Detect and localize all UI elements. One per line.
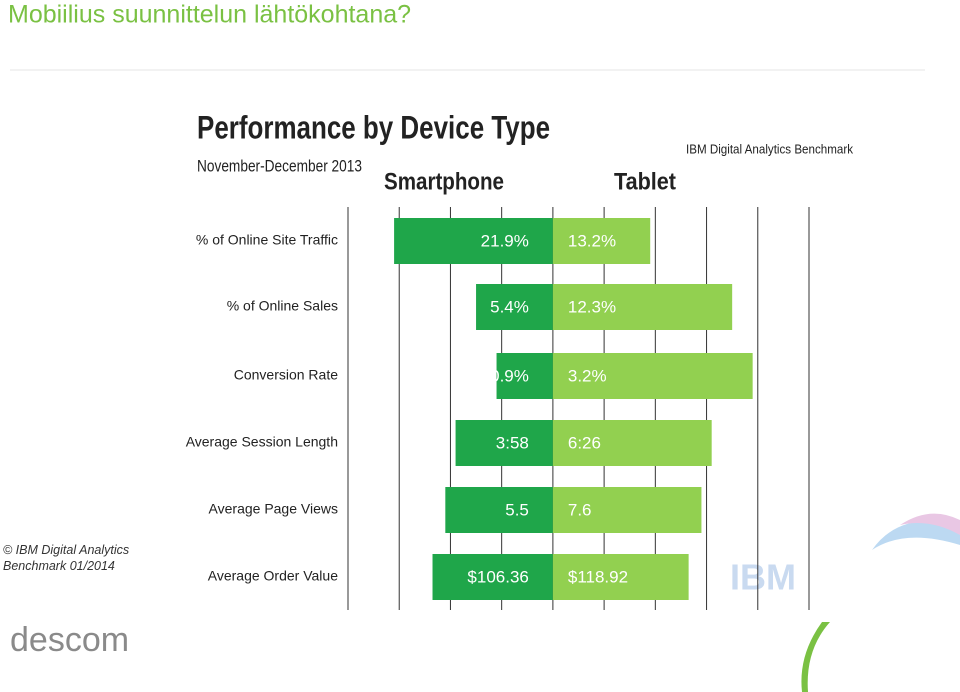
series-header: Tablet bbox=[614, 168, 676, 195]
bar-label: 3.2% bbox=[568, 366, 607, 385]
category-label: Average Session Length bbox=[186, 434, 338, 450]
bar-label: 21.9% bbox=[481, 231, 529, 250]
bar bbox=[552, 487, 702, 533]
bar bbox=[432, 554, 553, 600]
plot: Smartphone Tablet % of Online Site Traffic… bbox=[186, 168, 810, 610]
bar bbox=[552, 284, 733, 330]
bar-label: 5.4% bbox=[490, 297, 529, 316]
category-label: Average Order Value bbox=[208, 568, 338, 584]
bar bbox=[552, 353, 753, 399]
bar-label: $106.36 bbox=[467, 567, 528, 586]
bar bbox=[394, 218, 553, 264]
ibm-logo: IBM bbox=[730, 557, 796, 598]
bar-label: 0.9% bbox=[490, 366, 529, 385]
bar-label: $118.92 bbox=[568, 567, 628, 586]
bar-label: 13.2% bbox=[568, 231, 616, 250]
category-label: % of Online Sales bbox=[227, 298, 338, 314]
decoration bbox=[872, 520, 960, 550]
bar bbox=[476, 284, 553, 330]
bar-label: 12.3% bbox=[568, 297, 616, 316]
slide-title: Mobiilius suunnittelun lähtökohtana? bbox=[8, 1, 411, 29]
category-label: Conversion Rate bbox=[234, 367, 338, 383]
company-logo: descom bbox=[10, 621, 129, 659]
bar bbox=[455, 420, 553, 466]
copyright: © IBM Digital Analytics Benchmark 01/201… bbox=[3, 543, 130, 573]
bar bbox=[552, 420, 712, 466]
bar bbox=[445, 487, 553, 533]
decoration bbox=[900, 513, 960, 535]
bar bbox=[496, 353, 553, 399]
category-label: % of Online Site Traffic bbox=[196, 232, 338, 248]
series-header: Smartphone bbox=[384, 168, 504, 195]
decoration bbox=[801, 622, 830, 692]
chart-subtitle: November-December 2013 bbox=[197, 156, 362, 175]
bar bbox=[552, 218, 651, 264]
bar bbox=[552, 554, 689, 600]
source-label: IBM Digital Analytics Benchmark bbox=[686, 141, 853, 156]
bar-label: 3:58 bbox=[496, 433, 529, 452]
bar-label: 6:26 bbox=[568, 433, 601, 452]
category-label: Average Page Views bbox=[209, 501, 338, 517]
bar-label: 7.6 bbox=[568, 500, 592, 519]
chart-title: Performance by Device Type bbox=[197, 109, 550, 145]
bar-label: 5.5 bbox=[505, 500, 529, 519]
